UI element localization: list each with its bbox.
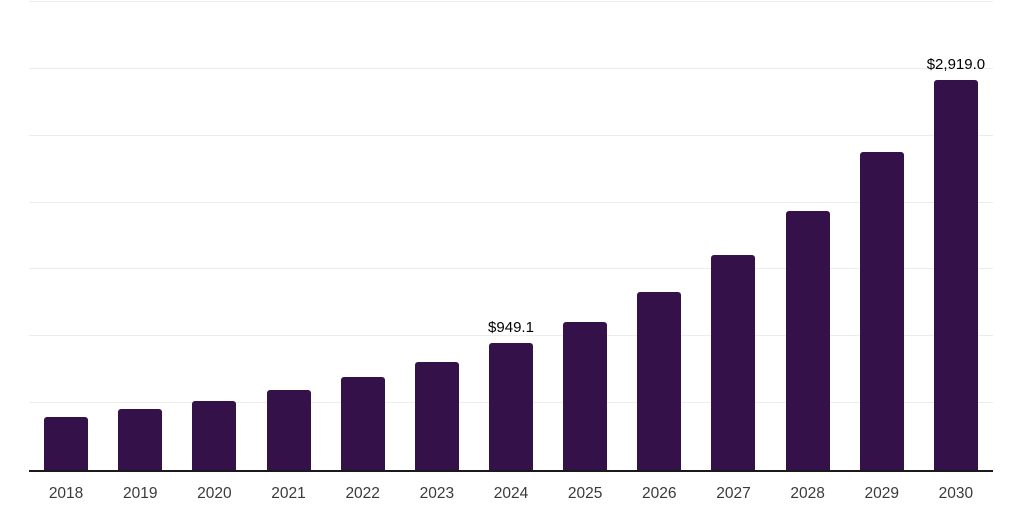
gridline xyxy=(29,134,993,136)
x-axis-label: 2024 xyxy=(493,485,529,502)
x-axis-label: 2027 xyxy=(716,485,751,502)
gridline xyxy=(29,67,993,69)
bar-2021[interactable] xyxy=(266,389,311,470)
bar-2028[interactable] xyxy=(785,211,830,470)
x-axis-label: 2022 xyxy=(345,485,380,502)
x-axis-label: 2023 xyxy=(419,485,455,502)
bar-2020[interactable] xyxy=(192,401,237,470)
bar-2026[interactable] xyxy=(637,291,682,470)
x-axis-label: 2028 xyxy=(790,485,825,502)
x-axis-label: 2029 xyxy=(864,485,899,502)
gridline xyxy=(29,335,993,337)
x-axis-label: 2026 xyxy=(642,485,677,502)
gridline xyxy=(29,201,993,203)
x-axis-label: 2021 xyxy=(271,485,306,502)
x-axis-line xyxy=(29,470,993,472)
bar-2025[interactable] xyxy=(563,321,608,470)
bar-2018[interactable] xyxy=(44,416,89,470)
bar-value-label: $949.1 xyxy=(488,319,534,337)
bar-2027[interactable] xyxy=(711,255,756,470)
plot-area: $949.1 $2,919.0 xyxy=(29,1,993,470)
x-axis-label: 2020 xyxy=(197,485,232,502)
bar-value-label: $2,919.0 xyxy=(926,55,986,73)
x-axis-label: 2018 xyxy=(48,485,84,502)
gridline xyxy=(29,1,993,2)
bar-2023[interactable] xyxy=(414,362,459,470)
bar-2019[interactable] xyxy=(118,408,163,470)
x-axis: 2018 2019 2020 2021 2022 2023 2024 2025 2026 2027… xyxy=(29,472,993,512)
x-axis-label: 2030 xyxy=(938,485,974,502)
x-axis-label: 2025 xyxy=(567,485,603,502)
bar-2030[interactable] xyxy=(933,79,978,470)
bar-2029[interactable] xyxy=(859,152,904,470)
x-axis-label: 2019 xyxy=(122,485,158,502)
bar-2024[interactable] xyxy=(489,343,533,470)
bar-2022[interactable] xyxy=(340,377,385,470)
gridline xyxy=(29,268,993,270)
